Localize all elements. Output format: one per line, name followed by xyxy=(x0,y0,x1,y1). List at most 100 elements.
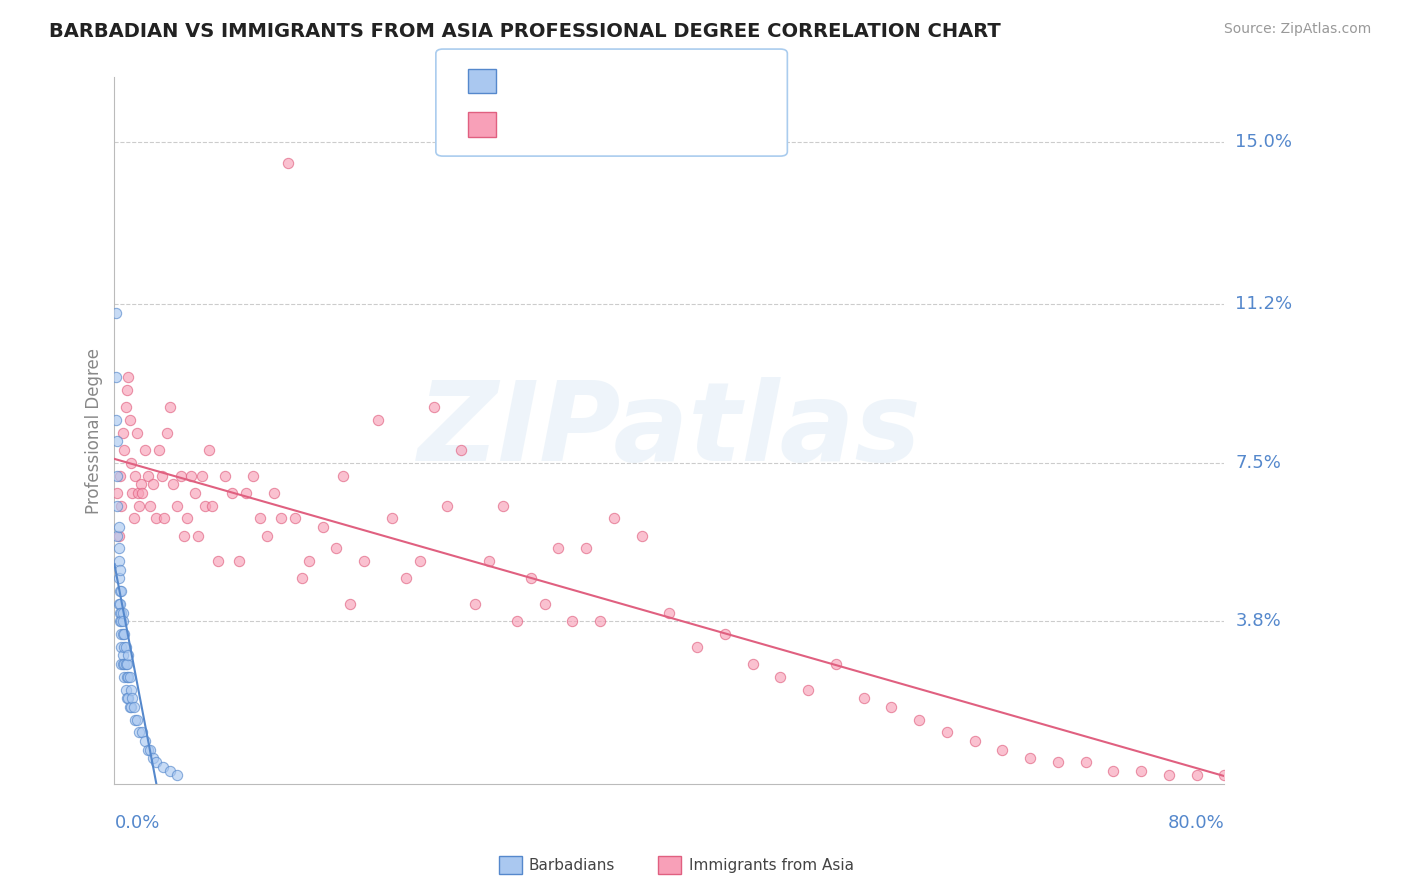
Point xyxy=(194,499,217,513)
Point xyxy=(170,468,193,483)
Point xyxy=(117,691,139,706)
Point xyxy=(111,614,134,628)
Point xyxy=(1019,751,1042,765)
Point xyxy=(714,627,737,641)
Point xyxy=(769,670,792,684)
Point xyxy=(235,485,257,500)
Point xyxy=(533,597,555,611)
Point xyxy=(128,725,150,739)
Text: BARBADIAN VS IMMIGRANTS FROM ASIA PROFESSIONAL DEGREE CORRELATION CHART: BARBADIAN VS IMMIGRANTS FROM ASIA PROFES… xyxy=(49,22,1001,41)
Point xyxy=(228,554,250,568)
Text: 59: 59 xyxy=(662,72,688,90)
Point xyxy=(131,725,153,739)
Point xyxy=(1157,768,1180,782)
Point xyxy=(108,614,131,628)
Point xyxy=(120,699,142,714)
Point xyxy=(908,713,931,727)
Point xyxy=(117,370,139,384)
Point xyxy=(118,413,141,427)
Point xyxy=(325,541,347,556)
Point xyxy=(125,425,148,440)
Point xyxy=(277,156,299,170)
Point xyxy=(422,400,444,414)
Point xyxy=(111,648,134,663)
Point xyxy=(105,499,128,513)
Point xyxy=(129,477,152,491)
Point xyxy=(114,682,136,697)
Point xyxy=(450,442,472,457)
Point xyxy=(1074,756,1097,770)
Point xyxy=(107,541,129,556)
Point xyxy=(108,468,131,483)
Point xyxy=(114,400,136,414)
Point xyxy=(1227,699,1250,714)
Point xyxy=(1213,768,1236,782)
Point xyxy=(105,528,128,542)
Point xyxy=(187,528,209,542)
Point xyxy=(825,657,848,671)
Point xyxy=(658,606,681,620)
Text: 80.0%: 80.0% xyxy=(1167,814,1225,832)
Text: 11.2%: 11.2% xyxy=(1236,295,1292,313)
Point xyxy=(124,468,146,483)
Point xyxy=(110,627,132,641)
Point xyxy=(111,606,134,620)
Point xyxy=(263,485,285,500)
Point xyxy=(162,477,184,491)
Point xyxy=(115,670,138,684)
Point xyxy=(114,657,136,671)
Point xyxy=(104,306,127,320)
Text: ZIPatlas: ZIPatlas xyxy=(418,377,921,484)
Point xyxy=(159,400,181,414)
Point xyxy=(125,713,148,727)
Point xyxy=(249,511,271,525)
Point xyxy=(166,768,188,782)
Point xyxy=(112,657,135,671)
Point xyxy=(1185,768,1208,782)
Point xyxy=(107,528,129,542)
Point xyxy=(200,499,222,513)
Text: Source: ZipAtlas.com: Source: ZipAtlas.com xyxy=(1223,22,1371,37)
Point xyxy=(381,511,404,525)
Text: 0.0%: 0.0% xyxy=(114,814,160,832)
Point xyxy=(115,691,138,706)
Text: 7.5%: 7.5% xyxy=(1236,454,1281,472)
Point xyxy=(120,456,142,470)
Point xyxy=(112,627,135,641)
Point xyxy=(184,485,207,500)
Point xyxy=(561,614,583,628)
Point xyxy=(575,541,598,556)
Point xyxy=(311,520,333,534)
Point xyxy=(107,597,129,611)
Text: 3.8%: 3.8% xyxy=(1236,612,1281,630)
Point xyxy=(136,468,159,483)
Point xyxy=(122,511,145,525)
Point xyxy=(603,511,626,525)
Text: 0.033: 0.033 xyxy=(544,115,600,133)
Point xyxy=(291,571,314,585)
Point xyxy=(197,442,219,457)
Point xyxy=(134,734,156,748)
Point xyxy=(107,554,129,568)
Text: Barbadians: Barbadians xyxy=(529,858,614,872)
Point xyxy=(134,442,156,457)
Point xyxy=(935,725,957,739)
Point xyxy=(332,468,354,483)
Point xyxy=(353,554,375,568)
Point xyxy=(519,571,541,585)
Point xyxy=(108,563,131,577)
Point xyxy=(173,528,195,542)
Point xyxy=(111,627,134,641)
Point xyxy=(139,742,162,756)
Point xyxy=(111,425,134,440)
Point xyxy=(104,370,127,384)
Point xyxy=(139,499,162,513)
Point xyxy=(108,584,131,599)
Point xyxy=(112,640,135,654)
Point xyxy=(298,554,321,568)
Point xyxy=(207,554,229,568)
Point xyxy=(108,606,131,620)
Point xyxy=(131,485,153,500)
Point xyxy=(150,468,173,483)
Point xyxy=(176,511,198,525)
